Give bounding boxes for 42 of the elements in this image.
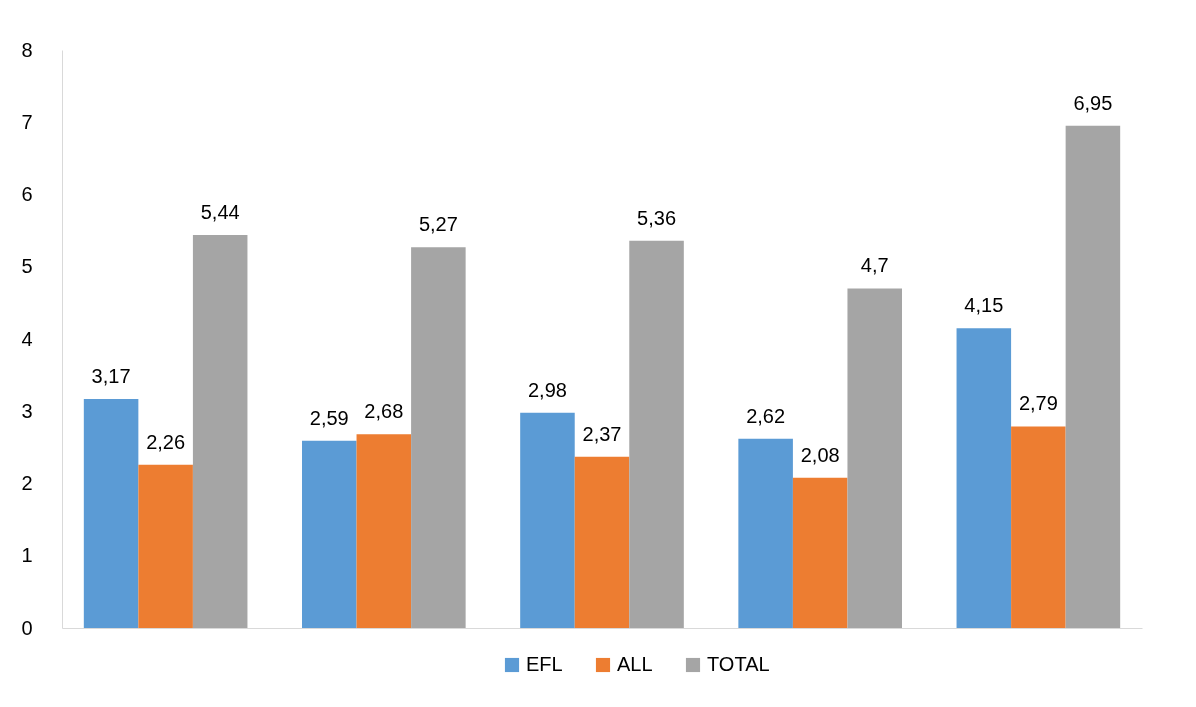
bar xyxy=(1011,426,1066,628)
data-label: 4,7 xyxy=(860,254,889,277)
data-label: 5,36 xyxy=(637,206,677,229)
bar xyxy=(520,412,575,628)
y-tick-label: 3 xyxy=(21,399,33,422)
bar xyxy=(138,464,193,628)
legend-label: EFL xyxy=(526,653,563,675)
legend-label: TOTAL xyxy=(707,653,770,675)
legend-label: ALL xyxy=(617,653,653,675)
data-label: 2,37 xyxy=(582,422,622,445)
y-tick-label: 8 xyxy=(21,38,33,61)
y-tick-label: 2 xyxy=(21,472,33,494)
data-label: 5,27 xyxy=(418,213,458,236)
y-tick-label: 5 xyxy=(21,255,33,278)
data-label: 3,17 xyxy=(91,364,131,387)
y-tick-label: 6 xyxy=(21,183,33,205)
data-label: 2,79 xyxy=(1018,392,1058,415)
bar xyxy=(192,234,248,628)
data-label: 2,68 xyxy=(364,400,404,423)
bar xyxy=(1065,125,1121,628)
bar xyxy=(411,247,466,628)
y-tick-label: 7 xyxy=(21,110,33,133)
data-label: 2,26 xyxy=(146,430,186,453)
bar xyxy=(629,240,684,628)
bar xyxy=(792,477,848,628)
data-label: 2,98 xyxy=(527,378,567,401)
data-label: 2,59 xyxy=(309,406,349,429)
data-label: 4,15 xyxy=(964,294,1004,317)
bar xyxy=(574,456,630,628)
data-label: 2,62 xyxy=(746,404,786,427)
bar xyxy=(356,434,412,628)
y-tick-label: 1 xyxy=(21,544,33,567)
bar xyxy=(83,398,139,628)
bar xyxy=(847,288,902,628)
bar xyxy=(956,328,1012,628)
data-label: 6,95 xyxy=(1073,91,1113,114)
bar xyxy=(738,438,793,628)
bar xyxy=(302,440,357,628)
y-tick-label: 0 xyxy=(21,616,33,639)
y-tick-label: 4 xyxy=(21,327,33,350)
data-label: 2,08 xyxy=(800,443,840,466)
data-label: 5,44 xyxy=(200,200,240,223)
